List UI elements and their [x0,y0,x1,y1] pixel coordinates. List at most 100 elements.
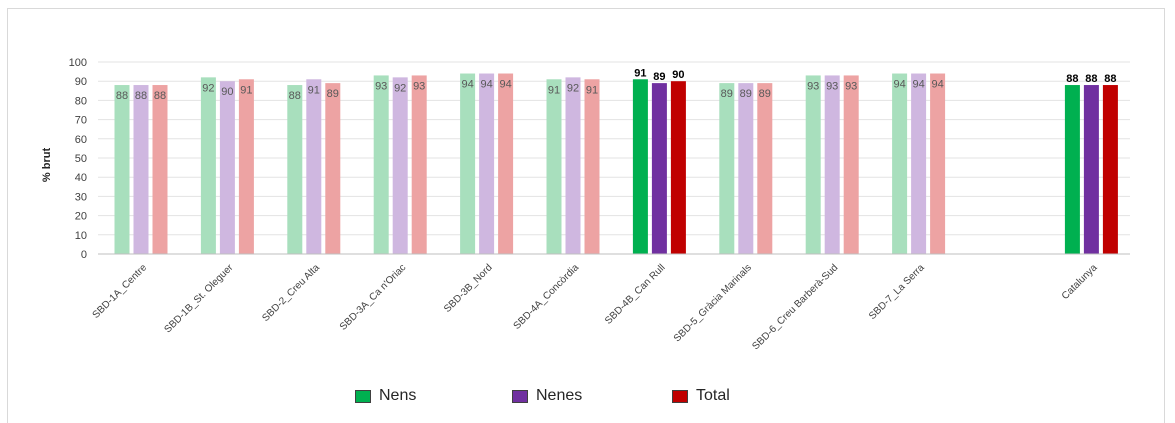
data-label: 93 [845,80,857,92]
bar-nenes [219,81,235,254]
bar-nens [1064,85,1080,254]
y-tick-label: 50 [75,153,87,165]
bar-total [152,85,168,254]
x-axis-ticks: SBD-1A_Centre SBD-1B_St. Oleguer SBD-2_Cre… [91,262,1100,352]
bar-nens [632,79,648,254]
data-label: 94 [893,79,905,91]
bar-nenes [306,79,322,254]
data-label: 93 [826,80,838,92]
data-label: 88 [116,90,128,102]
data-label: 90 [221,86,233,98]
x-tick-label: SBD-3A_Ca n'Oriac [338,262,408,332]
y-tick-label: 70 [75,115,87,127]
data-label: 93 [375,80,387,92]
data-label: 89 [653,71,665,83]
x-tick-label: SBD-1B_St. Oleguer [163,262,236,335]
bar-total [325,83,341,255]
x-tick-label: SBD-4A_Concòrdia [512,262,582,332]
bar-nenes [651,83,667,255]
data-label: 91 [240,84,252,96]
legend-item-total: Total [672,387,730,405]
data-label: 91 [634,67,646,79]
y-tick-label: 80 [75,95,87,107]
data-label: 88 [135,90,147,102]
bars [114,73,1118,255]
legend-label-total: Total [696,387,730,404]
legend-swatch-nens [355,389,371,403]
bar-nens [719,83,735,255]
data-label: 89 [759,88,771,100]
data-label: 94 [499,79,511,91]
bar-nenes [133,85,149,254]
bar-nens [805,75,821,254]
legend-swatch-total [672,389,688,403]
x-tick-label: SBD-5_Gràcia Marinals [672,262,754,344]
bar-nens [200,77,216,254]
x-tick-label: SBD-4B_Can Rull [603,262,667,326]
bar-total [757,83,773,255]
data-label: 92 [202,82,214,94]
bar-total [238,79,254,254]
data-label: 91 [548,84,560,96]
x-tick-label: SBD-1A_Centre [91,262,150,321]
data-label: 88 [1085,73,1097,85]
y-tick-label: 0 [81,249,87,261]
bar-nenes [565,77,581,254]
data-label: 88 [289,90,301,102]
y-tick-label: 20 [75,211,87,223]
x-tick-label: Catalunya [1060,262,1100,302]
y-tick-label: 30 [75,191,87,203]
data-label: 92 [567,82,579,94]
bar-total [411,75,427,254]
y-axis-label: % brut [41,148,53,183]
data-label: 94 [480,79,492,91]
y-tick-label: 100 [69,57,87,69]
bar-nens [460,73,476,255]
bar-nens [287,85,303,254]
bar-nenes [824,75,840,254]
bar-total [670,81,686,254]
data-label: 89 [740,88,752,100]
y-tick-label: 90 [75,76,87,88]
data-labels: 88 88 88 92 90 91 88 91 89 93 92 93 94 94 94 91 92 91 91 89… [116,67,1117,102]
data-label: 92 [394,82,406,94]
x-tick-label: SBD-3B_Nord [442,262,495,315]
y-axis-ticks: 0 10 20 30 40 50 60 70 80 90 100 [69,57,87,261]
data-label: 94 [931,79,943,91]
bar-nenes [738,83,754,255]
data-label: 94 [461,79,473,91]
legend-item-nenes: Nenes [512,387,582,405]
legend-label-nens: Nens [379,387,417,404]
gridlines [98,61,1130,236]
data-label: 89 [721,88,733,100]
bar-total [930,73,946,255]
data-label: 94 [912,79,924,91]
bar-nenes [479,73,495,255]
y-tick-label: 40 [75,172,87,184]
legend-label-nenes: Nenes [536,387,583,404]
data-label: 93 [807,80,819,92]
data-label: 91 [586,84,598,96]
data-label: 93 [413,80,425,92]
bar-nenes [392,77,408,254]
data-label: 91 [308,84,320,96]
bar-nens [114,85,130,254]
data-label: 90 [672,69,684,81]
bar-total [1102,85,1118,254]
legend-swatch-nenes [512,389,528,403]
bar-nens [373,75,389,254]
data-label: 88 [1104,73,1116,85]
x-tick-label: SBD-7_La Serra [867,262,927,322]
x-tick-label: SBD-6_Creu Barberà-Sud [750,262,840,352]
data-label: 89 [327,88,339,100]
bar-total [498,73,514,255]
bar-total [584,79,600,254]
x-tick-label: SBD-2_Creu Alta [260,262,322,324]
data-label: 88 [1066,73,1078,85]
y-tick-label: 60 [75,134,87,146]
bar-nens [892,73,908,255]
bar-nenes [1083,85,1099,254]
chart-frame [7,8,1165,423]
bar-nenes [911,73,927,255]
